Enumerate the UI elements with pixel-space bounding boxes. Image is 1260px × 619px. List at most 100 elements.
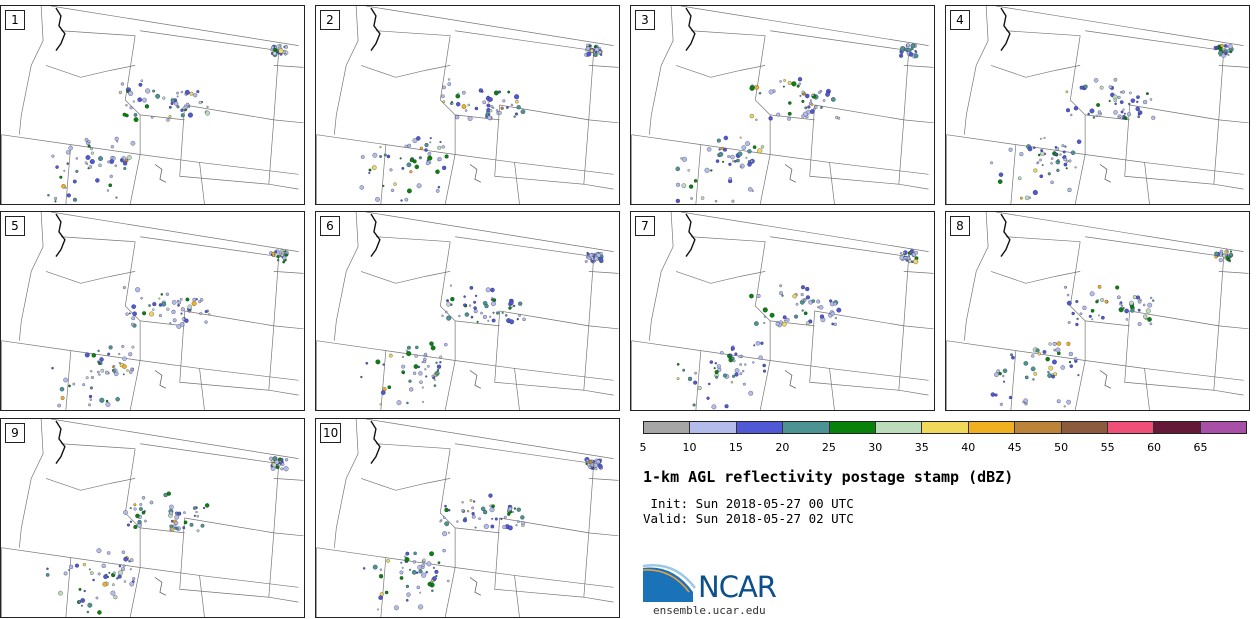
reflectivity-echo <box>280 253 284 257</box>
reflectivity-echo <box>158 297 161 300</box>
reflectivity-echo <box>731 374 736 378</box>
reflectivity-echo <box>1032 189 1038 196</box>
reflectivity-echo <box>107 160 111 164</box>
reflectivity-echo <box>283 466 289 472</box>
reflectivity-echo <box>1149 322 1153 326</box>
reflectivity-echo <box>474 294 478 297</box>
reflectivity-echo <box>204 309 208 314</box>
reflectivity-echo <box>429 137 432 140</box>
colorbar-segment <box>829 422 876 433</box>
reflectivity-echo <box>160 293 164 296</box>
state-border <box>1 134 299 175</box>
reflectivity-echo <box>64 186 67 189</box>
reflectivity-echo <box>819 314 825 319</box>
reflectivity-echo <box>1066 341 1071 346</box>
reflectivity-echo <box>1113 110 1118 115</box>
reflectivity-echo <box>96 548 102 554</box>
state-border <box>995 6 1244 46</box>
reflectivity-echo <box>1047 370 1050 374</box>
reflectivity-echo <box>144 519 147 523</box>
reflectivity-echo <box>1122 108 1125 111</box>
reflectivity-echo <box>779 80 782 83</box>
reflectivity-echo <box>1089 291 1095 297</box>
reflectivity-echo <box>1065 90 1069 94</box>
reflectivity-echo <box>1082 305 1087 310</box>
reflectivity-echo <box>133 524 138 530</box>
reflectivity-echo <box>737 151 743 157</box>
reflectivity-echo <box>172 318 177 323</box>
reflectivity-echo <box>444 504 447 508</box>
reflectivity-echo <box>125 312 129 316</box>
reflectivity-echo <box>513 304 516 307</box>
colorbar-tick-label: 55 <box>1100 441 1115 454</box>
reflectivity-echo <box>432 566 435 569</box>
reflectivity-echo <box>731 356 735 360</box>
reflectivity-echo <box>106 189 110 192</box>
reflectivity-echo <box>387 385 392 390</box>
reflectivity-echo <box>379 146 382 149</box>
reflectivity-echo <box>1023 361 1029 366</box>
reflectivity-echo <box>787 111 792 116</box>
reflectivity-echo <box>1079 85 1084 90</box>
state-border <box>273 478 304 481</box>
reflectivity-echo <box>801 298 805 302</box>
reflectivity-echo <box>439 361 442 364</box>
reflectivity-echo <box>586 252 590 256</box>
reflectivity-echo <box>749 293 754 299</box>
reflectivity-echo <box>747 162 752 167</box>
reflectivity-echo <box>131 368 134 371</box>
reflectivity-echo <box>427 581 433 587</box>
reflectivity-echo <box>676 182 681 187</box>
reflectivity-echo <box>820 106 823 109</box>
state-border <box>268 183 299 190</box>
reflectivity-echo <box>424 352 428 356</box>
state-border <box>268 596 299 603</box>
reflectivity-echo <box>279 460 282 463</box>
reflectivity-echo <box>118 362 121 365</box>
reflectivity-echo <box>714 370 719 375</box>
state-border <box>1218 50 1225 120</box>
reflectivity-echo <box>733 159 737 163</box>
reflectivity-echo <box>747 187 753 192</box>
reflectivity-echo <box>87 602 93 608</box>
reflectivity-echo <box>101 563 106 568</box>
reflectivity-echo <box>907 253 911 257</box>
reflectivity-echo <box>996 369 1001 374</box>
reflectivity-echo <box>829 299 833 303</box>
great-salt-lake <box>1099 370 1112 389</box>
reflectivity-echo <box>837 116 841 120</box>
reflectivity-echo <box>158 303 163 307</box>
reflectivity-echo <box>1077 374 1080 377</box>
reflectivity-echo <box>123 580 127 583</box>
state-border <box>50 419 299 459</box>
reflectivity-echo <box>170 528 173 531</box>
reflectivity-echo <box>112 369 116 373</box>
reflectivity-echo <box>1224 49 1228 53</box>
reflectivity-echo <box>731 160 735 163</box>
reflectivity-echo <box>490 298 494 301</box>
reflectivity-echo <box>1002 374 1005 378</box>
reflectivity-echo <box>807 105 811 109</box>
reflectivity-echo <box>98 362 101 365</box>
colorbar-segment <box>690 422 737 433</box>
reflectivity-echo <box>393 605 399 611</box>
reflectivity-echo <box>89 147 94 151</box>
reflectivity-echo <box>204 320 208 324</box>
reflectivity-echo <box>388 353 393 358</box>
colorbar-tick-label: 15 <box>728 441 743 454</box>
reflectivity-echo <box>405 598 409 602</box>
reflectivity-echo <box>731 199 735 203</box>
reflectivity-echo <box>769 312 775 318</box>
reflectivity-echo <box>510 103 514 107</box>
panel-number: 6 <box>320 216 340 236</box>
reflectivity-echo <box>189 91 194 96</box>
reflectivity-echo <box>404 197 409 202</box>
reflectivity-echo <box>899 53 904 58</box>
reflectivity-echo <box>406 188 412 194</box>
reflectivity-echo <box>1068 159 1072 163</box>
reflectivity-echo <box>105 402 111 407</box>
state-border <box>124 35 141 155</box>
reflectivity-echo <box>416 136 421 141</box>
reflectivity-echo <box>177 511 182 516</box>
reflectivity-echo <box>690 197 693 200</box>
